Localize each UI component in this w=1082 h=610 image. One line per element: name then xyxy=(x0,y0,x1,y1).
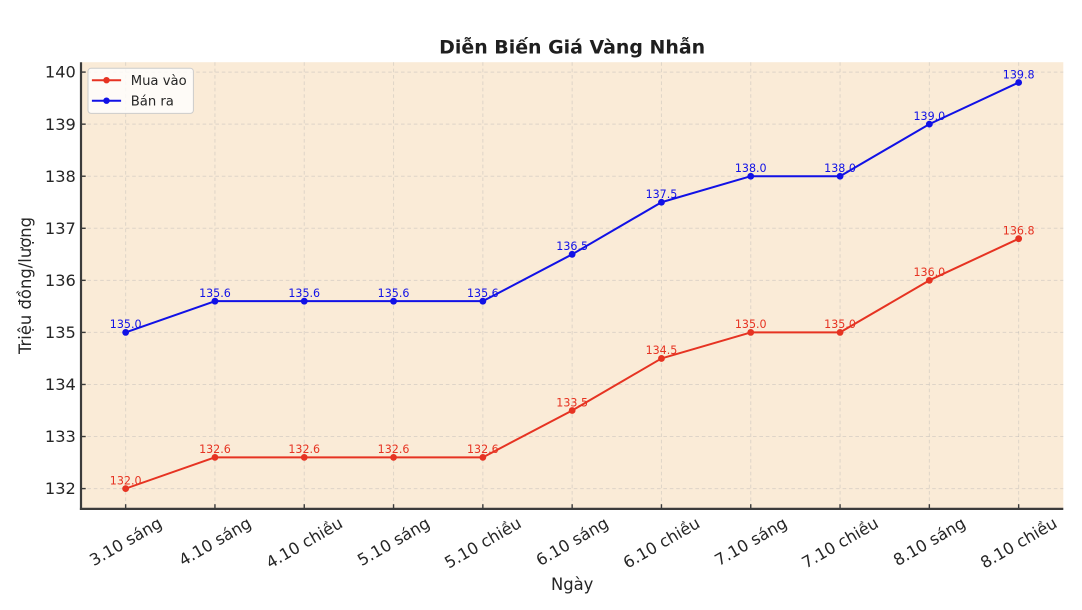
y-tick-label: 133 xyxy=(45,427,76,446)
legend-label: Bán ra xyxy=(131,94,174,110)
point-marker xyxy=(1015,79,1023,86)
y-tick-label: 132 xyxy=(45,479,76,498)
point-marker xyxy=(925,276,933,284)
point-marker xyxy=(658,198,665,206)
point-marker xyxy=(211,297,219,305)
value-label: 132.6 xyxy=(378,443,410,456)
value-label: 135.0 xyxy=(110,318,142,331)
point-marker xyxy=(479,453,487,461)
value-label: 132.6 xyxy=(199,443,231,456)
value-label: 136.8 xyxy=(1003,224,1035,237)
y-tick-label: 137 xyxy=(45,219,76,238)
value-label: 136.0 xyxy=(913,266,945,279)
plot-area xyxy=(81,62,1064,509)
y-tick-label: 135 xyxy=(45,323,76,342)
legend: Mua vào Bán ra xyxy=(87,67,194,114)
value-label: 134.5 xyxy=(646,344,678,357)
value-label: 132.6 xyxy=(467,443,499,456)
point-marker xyxy=(747,329,755,336)
legend-sample-marker xyxy=(103,77,110,84)
value-label: 135.6 xyxy=(288,287,320,300)
y-tick-label: 134 xyxy=(45,375,76,394)
point-marker xyxy=(300,297,308,305)
point-marker xyxy=(122,485,130,492)
y-tick-label: 138 xyxy=(45,167,76,186)
value-label: 136.5 xyxy=(556,240,588,253)
value-label: 133.5 xyxy=(556,396,588,409)
value-label: 135.6 xyxy=(467,287,499,300)
point-marker xyxy=(390,297,397,305)
value-labels: 132.0 132.6 132.6 132.6 132.6 133.5 134.5 135.0… xyxy=(110,68,1035,487)
value-label: 135.0 xyxy=(735,318,767,331)
point-marker xyxy=(390,453,397,461)
value-label: 132.0 xyxy=(110,474,142,487)
point-marker xyxy=(479,297,487,305)
point-marker xyxy=(925,120,933,128)
legend-label: Mua vào xyxy=(131,73,187,89)
value-label: 132.6 xyxy=(288,443,320,456)
point-marker xyxy=(122,329,130,336)
value-label: 135.0 xyxy=(824,318,856,331)
point-marker xyxy=(836,329,844,336)
point-marker xyxy=(747,172,755,180)
value-label: 138.0 xyxy=(824,162,856,175)
value-label: 139.0 xyxy=(913,110,945,123)
point-marker xyxy=(836,172,844,180)
point-marker xyxy=(568,250,576,258)
y-tick-label: 140 xyxy=(45,63,76,82)
grid-lines xyxy=(81,62,1064,509)
series-lines xyxy=(122,79,1023,492)
point-marker xyxy=(300,453,308,461)
chart-title: Diễn Biến Giá Vàng Nhẫn xyxy=(439,35,705,59)
value-label: 135.6 xyxy=(378,287,410,300)
point-marker xyxy=(1015,235,1023,243)
y-tick-label: 136 xyxy=(45,271,76,290)
y-tick-label: 139 xyxy=(45,115,76,134)
point-marker xyxy=(211,453,219,461)
value-label: 135.6 xyxy=(199,287,231,300)
point-marker xyxy=(658,355,665,362)
axes-spines-and-ticks xyxy=(79,62,1064,510)
point-marker xyxy=(568,407,576,414)
y-axis-label: Triệu đồng/lượng xyxy=(16,217,35,355)
value-label: 137.5 xyxy=(646,188,678,201)
x-axis-label: Ngày xyxy=(551,575,594,594)
value-label: 139.8 xyxy=(1003,68,1035,81)
value-label: 138.0 xyxy=(735,162,767,175)
legend-sample-marker xyxy=(103,97,110,104)
